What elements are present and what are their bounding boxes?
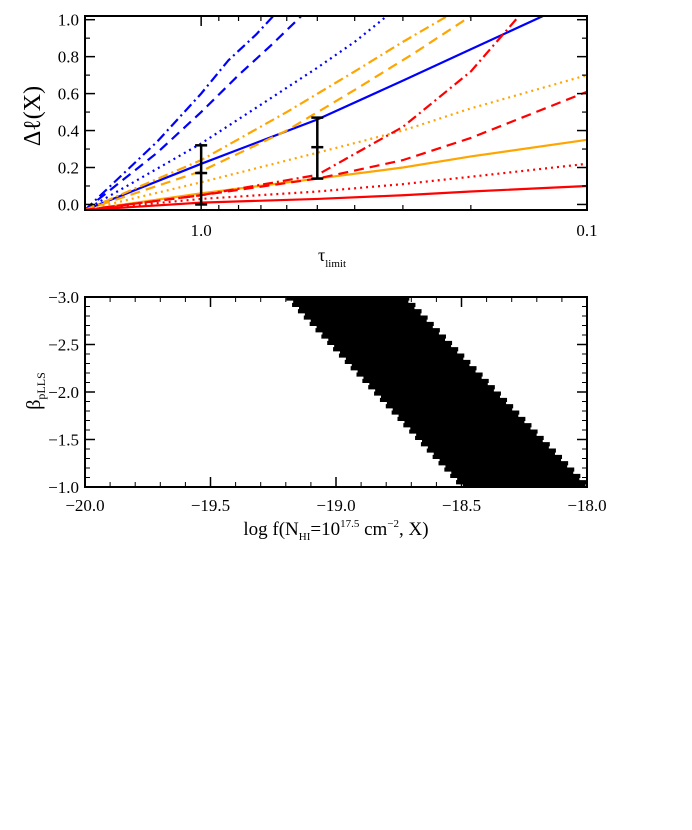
y-tick-label-top-1: 0.2 [58, 159, 79, 178]
series-line-9 [85, 162, 587, 210]
y-tick-label-top-0: 0.0 [58, 195, 79, 214]
x-axis-title-bottom: log f(NHI=1017.5 cm−2, X) [243, 518, 428, 543]
x-tick-label-bottom-3: −18.5 [442, 496, 481, 515]
x-axis-ticks-bottom: −20.0 −19.5 −19.0 −18.5 −18.0 [65, 297, 607, 515]
y-axis-ticks-top: 0.0 0.2 0.4 0.6 0.8 1.0 [58, 11, 587, 214]
y-tick-label-top-4: 0.8 [58, 48, 79, 67]
allowed-region-layer [286, 297, 587, 487]
series-line-3 [85, 16, 275, 210]
plot-frame-top [84, 15, 588, 211]
x-tick-label-top-0: 1.0 [191, 221, 212, 240]
series-line-1 [85, 16, 388, 210]
y-tick-label-top-2: 0.4 [58, 122, 80, 141]
x-axis-ticks-top: 1.0 0.1 [191, 16, 598, 240]
y-axis-ticks-bottom: −3.0 −2.5 −2.0 −1.5 −1.0 [48, 288, 587, 497]
panel-beta-vs-logf: −3.0 −2.5 −2.0 −1.5 −1.0 −20.0 −19.5 −19.0 −18.… [23, 288, 607, 543]
series-line-8 [85, 184, 587, 210]
x-tick-label-bottom-2: −19.0 [316, 496, 355, 515]
x-axis-title-top: τlimit [318, 245, 346, 270]
y-tick-label-bottom-4: −1.0 [48, 478, 79, 497]
allowed-region [286, 297, 587, 487]
x-tick-label-bottom-4: −18.0 [567, 496, 606, 515]
y-tick-label-bottom-0: −3.0 [48, 288, 79, 307]
x-tick-label-bottom-0: −20.0 [65, 496, 104, 515]
y-tick-label-top-3: 0.6 [58, 85, 79, 104]
y-tick-label-bottom-3: −1.5 [48, 431, 79, 450]
y-tick-label-top-5: 1.0 [58, 11, 79, 30]
series-line-11 [85, 16, 520, 210]
series-layer [85, 16, 587, 210]
x-tick-label-bottom-1: −19.5 [191, 496, 230, 515]
series-line-0 [85, 16, 544, 210]
y-axis-title-top: Δℓ(X) [20, 86, 46, 146]
series-line-4 [85, 138, 587, 210]
x-tick-label-top-1: 0.1 [576, 221, 597, 240]
error-bar-1 [311, 116, 324, 180]
y-tick-label-bottom-2: −2.0 [48, 383, 79, 402]
series-line-7 [85, 16, 448, 210]
y-axis-title-bottom: βpLLS [23, 372, 48, 410]
y-tick-label-bottom-1: −2.5 [48, 336, 79, 355]
panel-delta-ell-vs-tau: 0.0 0.2 0.4 0.6 0.8 1.0 1.0 0.1 Δℓ(X) τlimit [20, 11, 598, 270]
series-line-2 [85, 16, 303, 210]
